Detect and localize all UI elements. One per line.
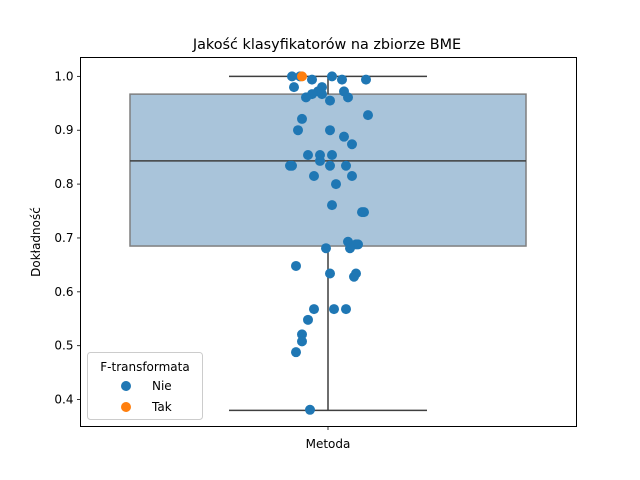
legend-marker-nie <box>121 381 131 391</box>
data-point-nie <box>287 71 297 82</box>
chart-title: Jakość klasyfikatorów na zbiorze BME <box>192 37 461 53</box>
legend-marker-tak <box>121 402 131 412</box>
data-point-nie <box>287 160 297 171</box>
data-point-nie <box>329 304 339 315</box>
data-point-nie <box>297 113 307 124</box>
data-point-nie <box>327 200 337 211</box>
data-point-nie <box>291 347 301 358</box>
data-point-nie <box>327 150 337 161</box>
legend-label-tak: Tak <box>151 400 172 414</box>
y-tick-label: 0.4 <box>54 393 73 407</box>
data-point-nie <box>363 110 373 121</box>
data-point-nie <box>307 74 317 85</box>
data-point-nie <box>289 82 299 93</box>
legend: F-transformata Nie Tak <box>87 352 203 420</box>
axes-frame <box>80 57 577 427</box>
data-point-nie <box>345 243 355 254</box>
data-point-nie <box>337 74 347 85</box>
data-point-nie <box>339 131 349 142</box>
x-tick-label: Metoda <box>306 437 351 451</box>
y-tick-label: 0.7 <box>54 231 73 245</box>
data-points <box>285 71 373 415</box>
y-tick-label: 0.8 <box>54 177 73 191</box>
data-point-nie <box>325 268 335 279</box>
data-point-nie <box>309 171 319 182</box>
y-tick-label: 0.5 <box>54 339 73 353</box>
data-point-nie <box>293 125 303 136</box>
data-point-nie <box>291 260 301 271</box>
data-point-nie <box>301 92 311 103</box>
data-point-nie <box>315 155 325 166</box>
data-point-nie <box>331 179 341 190</box>
data-point-nie <box>325 160 335 171</box>
data-point-nie <box>309 304 319 315</box>
data-point-nie <box>325 95 335 106</box>
data-point-nie <box>303 314 313 325</box>
data-point-nie <box>297 329 307 340</box>
data-point-nie <box>325 125 335 136</box>
data-point-nie <box>341 304 351 315</box>
data-point-nie <box>361 74 371 85</box>
legend-frame <box>87 352 203 420</box>
y-tick-label: 0.6 <box>54 285 73 299</box>
data-point-nie <box>347 171 357 182</box>
legend-label-nie: Nie <box>152 379 172 393</box>
data-point-nie <box>297 336 307 347</box>
data-point-nie <box>359 207 369 218</box>
data-point-nie <box>321 243 331 254</box>
y-tick-label: 0.9 <box>54 123 73 137</box>
y-tick-label: 1.0 <box>54 69 73 83</box>
data-point-nie <box>349 271 359 282</box>
legend-title: F-transformata <box>100 360 189 374</box>
data-point-tak <box>297 71 307 82</box>
data-point-nie <box>317 89 327 100</box>
x-axis: Metoda <box>306 426 351 451</box>
data-point-nie <box>305 404 315 415</box>
data-point-nie <box>347 139 357 150</box>
data-point-nie <box>327 71 337 82</box>
data-point-nie <box>343 92 353 103</box>
y-axis: 0.4 0.5 0.6 0.7 0.8 0.9 1.0 <box>54 69 81 407</box>
y-axis-label: Dokładność <box>29 207 43 277</box>
plot-area <box>129 71 527 415</box>
data-point-nie <box>341 160 351 171</box>
data-point-nie <box>303 150 313 161</box>
